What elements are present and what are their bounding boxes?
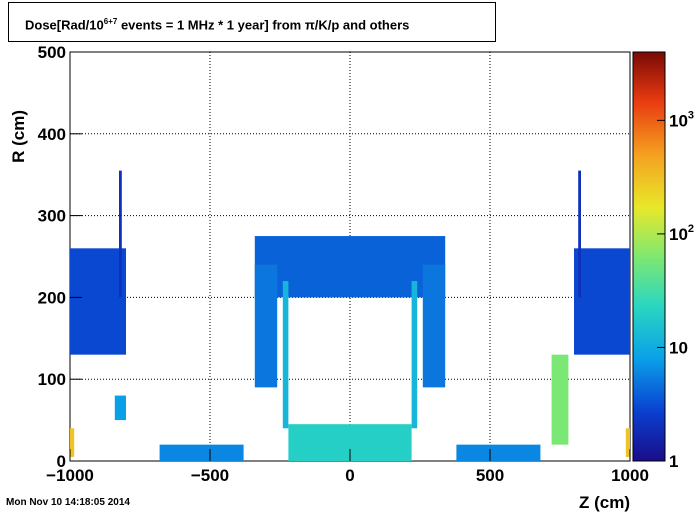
colorbar (632, 51, 666, 462)
x-tick-label: −500 (191, 466, 229, 485)
y-axis-ticks: 0 100 200 300 400 500 (38, 43, 82, 471)
y-tick-label: 100 (38, 370, 66, 389)
colorbar-tick-label: 102 (669, 223, 694, 244)
y-tick-label: 0 (57, 452, 66, 471)
region-left-forward-spot (70, 428, 75, 457)
region-beamline-right (456, 444, 541, 461)
colorbar-tick-label: 10 (669, 338, 688, 357)
chart-title: Dose[Rad/106+7 events = 1 MHz * 1 year] … (25, 17, 410, 33)
x-axis-ticks: −1000 −500 0 500 1000 (46, 449, 649, 485)
title-box: Dose[Rad/106+7 events = 1 MHz * 1 year] … (8, 2, 496, 42)
region-beamline-left (159, 444, 244, 461)
x-tick-label: 0 (345, 466, 354, 485)
region-right-endcap-wedge (574, 248, 630, 355)
region-right-forward-spot (625, 428, 630, 457)
region-left-endcap-wedge (70, 248, 126, 355)
region-right-inner-column (551, 354, 569, 445)
region-right-spike (578, 170, 581, 298)
y-tick-label: 400 (38, 125, 66, 144)
region-left-mid-block (114, 395, 126, 421)
y-tick-label: 300 (38, 207, 66, 226)
region-barrel-outer-right (422, 264, 446, 388)
region-barrel-inner-left (282, 281, 289, 429)
region-barrel-inner-right (411, 281, 418, 429)
y-axis-title: R (cm) (9, 110, 28, 163)
colorbar-ticks: 1 10 102 103 (657, 109, 694, 471)
x-axis-title: Z (cm) (579, 493, 630, 512)
y-tick-label: 500 (38, 43, 66, 62)
x-tick-label: −1000 (46, 466, 94, 485)
x-tick-label: 500 (476, 466, 504, 485)
colorbar-tick-label: 1 (669, 452, 678, 471)
x-tick-label: 1000 (611, 466, 649, 485)
timestamp: Mon Nov 10 14:18:05 2014 (6, 497, 130, 508)
dose-regions (70, 170, 630, 461)
region-left-spike (119, 170, 122, 298)
region-barrel-outer-left (254, 264, 278, 388)
colorbar-tick-label: 103 (669, 109, 694, 130)
y-tick-label: 200 (38, 288, 66, 307)
